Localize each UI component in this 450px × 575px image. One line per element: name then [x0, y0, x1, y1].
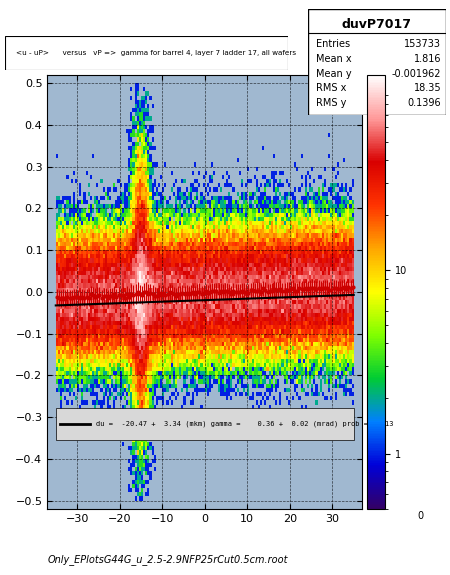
- Text: RMS y: RMS y: [316, 98, 347, 108]
- Text: duvP7017: duvP7017: [342, 18, 412, 31]
- Text: 153733: 153733: [405, 39, 441, 49]
- Text: <u - uP>      versus   vP =>  gamma for barrel 4, layer 7 ladder 17, all wafers: <u - uP> versus vP => gamma for barrel 4…: [16, 50, 296, 56]
- Text: Entries: Entries: [316, 39, 351, 49]
- Text: RMS x: RMS x: [316, 83, 347, 93]
- Bar: [56, 408, 354, 440]
- Text: Only_EPlotsG44G_u_2.5-2.9NFP25rCut0.5cm.root: Only_EPlotsG44G_u_2.5-2.9NFP25rCut0.5cm.…: [47, 554, 288, 565]
- Text: Mean x: Mean x: [316, 53, 352, 64]
- Text: 0.1396: 0.1396: [408, 98, 441, 108]
- Text: 0: 0: [418, 511, 424, 521]
- Text: 1.816: 1.816: [414, 53, 441, 64]
- Text: 18.35: 18.35: [414, 83, 441, 93]
- Text: -0.001962: -0.001962: [392, 68, 441, 79]
- Text: du =  -20.47 +  3.34 (mkm) gamma =    0.36 +  0.02 (mrad) prob = 0.013: du = -20.47 + 3.34 (mkm) gamma = 0.36 + …: [96, 421, 394, 427]
- Text: Mean y: Mean y: [316, 68, 352, 79]
